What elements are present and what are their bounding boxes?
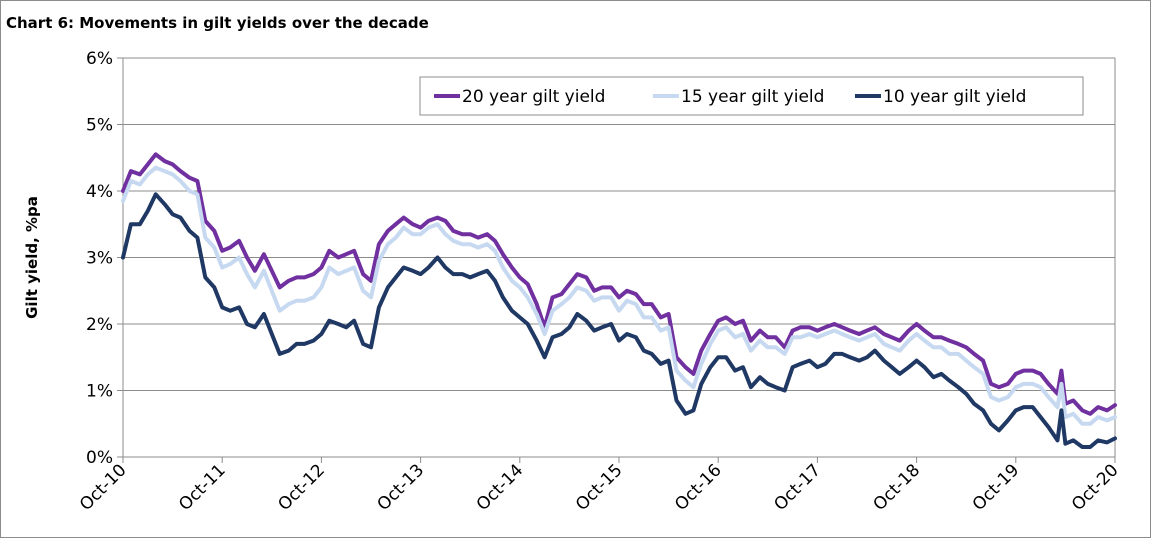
y-tick-label-6: 6% <box>86 49 113 69</box>
x-tick-label-10: Oct-20 <box>1068 460 1123 515</box>
chart-title: Chart 6: Movements in gilt yields over t… <box>6 14 429 32</box>
legend-label-1: 15 year gilt yield <box>681 87 824 107</box>
series-line-0 <box>121 152 1117 416</box>
y-tick-label-0: 0% <box>86 448 113 468</box>
x-tick-label-3: Oct-13 <box>374 460 429 515</box>
x-tick-label-9: Oct-19 <box>969 460 1024 515</box>
legend-label-0: 20 year gilt yield <box>462 87 605 107</box>
x-tick-label-2: Oct-12 <box>274 460 329 515</box>
x-axis-ticks: Oct-10 Oct-11 Oct-12 Oct-13 Oct-14 Oct-15 Oct-… <box>76 457 1123 515</box>
gridlines <box>123 57 1115 458</box>
legend-label-2: 10 year gilt yield <box>883 87 1026 107</box>
x-tick-label-5: Oct-15 <box>572 460 627 515</box>
x-tick-label-0: Oct-10 <box>76 460 131 515</box>
y-tick-label-5: 5% <box>86 116 113 136</box>
series-lines <box>121 152 1117 449</box>
series-line-1 <box>121 165 1117 426</box>
x-tick-label-1: Oct-11 <box>175 460 230 515</box>
legend: 20 year gilt yield 15 year gilt yield 10 y… <box>419 76 1084 116</box>
y-tick-label-3: 3% <box>86 249 113 269</box>
x-tick-label-6: Oct-16 <box>671 460 726 515</box>
x-tick-label-4: Oct-14 <box>473 460 528 515</box>
y-tick-label-1: 1% <box>86 382 113 402</box>
x-tick-label-8: Oct-18 <box>870 460 925 515</box>
legend-box <box>419 76 1084 116</box>
series-line-2 <box>121 192 1117 449</box>
y-tick-label-2: 2% <box>86 315 113 335</box>
y-axis-ticks: 0% 1% 2% 3% 4% 5% 6% <box>86 49 123 468</box>
y-tick-label-4: 4% <box>86 182 113 202</box>
x-tick-label-7: Oct-17 <box>770 460 825 515</box>
y-axis-label: Gilt yield, %pa <box>23 196 41 319</box>
